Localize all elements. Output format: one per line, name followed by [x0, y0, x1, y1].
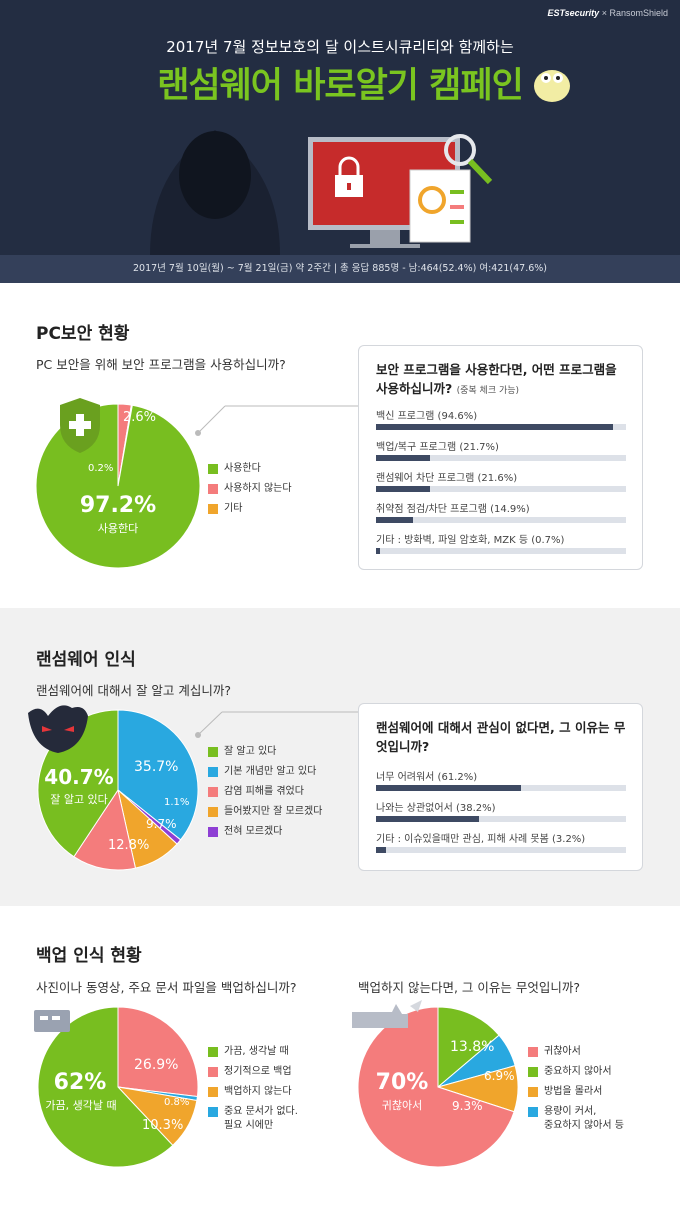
legend-item: 사용하지 않는다 [208, 483, 292, 503]
pie-chart-backup [37, 1006, 199, 1168]
legend-item: 방법을 몰라서 [528, 1086, 624, 1106]
lock-icon [335, 156, 363, 197]
section-question-2: 백업하지 않는다면, 그 이유는 무엇입니까? [358, 980, 581, 995]
mascot-icon [534, 70, 570, 102]
legend: 사용한다 사용하지 않는다 기타 [208, 463, 292, 523]
legend: 가끔, 생각날 때 정기적으로 백업 백업하지 않는다 중요 문서가 없다. 필… [208, 1046, 298, 1140]
bar-item: 랜섬웨어 차단 프로그램 (21.6%) [376, 469, 626, 492]
magnifier-icon [444, 134, 493, 185]
pie-label-main-pct: 97.2% [79, 493, 157, 518]
pie-label-pct: 0.2% [88, 463, 114, 474]
legend-item: 기본 개념만 알고 있다 [208, 766, 322, 786]
pie-label-pct: 26.9% [134, 1057, 179, 1073]
card-security-programs: 보안 프로그램을 사용한다면, 어떤 프로그램을 사용하십니까? (중복 체크 … [358, 345, 643, 570]
pie-label-pct: 6.9% [484, 1069, 515, 1083]
shield-plus-icon [60, 398, 100, 453]
usb-drive-icon [34, 1010, 70, 1032]
pie-label-main-pct: 70% [375, 1070, 429, 1095]
pie-label-pct: 35.7% [134, 759, 179, 775]
brand-logo: ESTsecurity × RansomShield [547, 8, 668, 18]
card-title: 보안 프로그램을 사용한다면, 어떤 프로그램을 사용하십니까? [376, 362, 617, 396]
section-pc-security: PC보안 현황 PC 보안을 위해 보안 프로그램을 사용하십니까? 97.2%… [0, 283, 680, 608]
legend-item: 중요 문서가 없다. [208, 1106, 298, 1120]
section-heading: 랜섬웨어 인식 [36, 650, 136, 670]
legend-item: 전혀 모르겠다 [208, 826, 322, 846]
pie-label-main-pct: 62% [53, 1070, 107, 1095]
bar-item: 취약점 점검/차단 프로그램 (14.9%) [376, 500, 626, 523]
pie-slice [437, 1006, 500, 1089]
pie-label-pct: 9.3% [452, 1099, 483, 1113]
legend-item: 귀찮아서 [528, 1046, 624, 1066]
survey-info-bar: 2017년 7월 10일(월) ~ 7월 21일(금) 약 2주간 | 총 응답… [0, 255, 680, 283]
bar-item: 너무 어려워서 (61.2%) [376, 768, 626, 791]
legend-item: 백업하지 않는다 [208, 1086, 298, 1106]
section-heading: PC보안 현황 [36, 324, 130, 344]
pie-label-pct: 1.1% [164, 797, 190, 808]
legend-item: 잘 알고 있다 [208, 746, 322, 766]
pie-label-main-name: 가끔, 생각날 때 [45, 1099, 117, 1112]
legend-item: 정기적으로 백업 [208, 1066, 298, 1086]
section-question: 사진이나 동영상, 주요 문서 파일을 백업하십니까? [36, 980, 297, 995]
legend-item: 용량이 커서, [528, 1106, 624, 1120]
section-question: 랜섬웨어에 대해서 잘 알고 계십니까? [36, 683, 232, 698]
section-question: PC 보안을 위해 보안 프로그램을 사용하십니까? [36, 357, 286, 372]
card-note: (중복 체크 가능) [456, 386, 520, 396]
legend-item: 사용한다 [208, 463, 292, 483]
pie-label-pct: 12.8% [108, 838, 150, 853]
pie-slice [117, 1006, 199, 1098]
legend-item: 감염 피해를 겪었다 [208, 786, 322, 806]
pie-label-pct: 13.8% [450, 1039, 495, 1055]
legend-item: 중요하지 않아서 [528, 1066, 624, 1086]
pie-label-main-pct: 40.7% [44, 765, 114, 789]
bar-item: 나와는 상관없어서 (38.2%) [376, 799, 626, 822]
legend-item: 중요하지 않아서 등 [544, 1120, 624, 1131]
legend-item: 필요 시에만 [224, 1120, 274, 1131]
ransom-mask-icon [28, 705, 88, 753]
section-ransomware-awareness: 랜섬웨어 인식 랜섬웨어에 대해서 잘 알고 계십니까? 40.7% 잘 알고 … [0, 608, 680, 906]
pie-label-pct: 2.6% [123, 410, 157, 425]
legend-item: 들어봤지만 잘 모르겠다 [208, 806, 322, 826]
pie-slice [117, 709, 199, 841]
legend-item: 가끔, 생각날 때 [208, 1046, 298, 1066]
pie-label-main-name: 귀찮아서 [381, 1099, 423, 1112]
pie-label-pct: 10.3% [142, 1118, 184, 1133]
legend-item: 기타 [208, 503, 292, 523]
hero-title: 랜섬웨어 바로알기 캠페인 [157, 66, 524, 106]
bar-item: 기타 : 이슈있을때만 관심, 피해 사례 못봄 (3.2%) [376, 830, 626, 853]
card-no-interest-reasons: 랜섬웨어에 대해서 관심이 없다면, 그 이유는 무엇입니까? 너무 어려워서 … [358, 703, 643, 871]
legend: 귀찮아서 중요하지 않아서 방법을 몰라서 용량이 커서, 중요하지 않아서 등 [528, 1046, 624, 1140]
card-title: 랜섬웨어에 대해서 관심이 없다면, 그 이유는 무엇입니까? [376, 720, 626, 754]
pie-label-main-name: 사용한다 [97, 522, 139, 535]
bar-item: 기타 : 방화벽, 파일 암호화, MZK 등 (0.7%) [376, 531, 626, 554]
pie-slice [37, 1006, 174, 1168]
hero-subtitle: 2017년 7월 정보보호의 달 이스트시큐리티와 함께하는 [166, 38, 514, 56]
pie-label-pct: 0.8% [164, 1097, 190, 1108]
section-backup: 백업 인식 현황 사진이나 동영상, 주요 문서 파일을 백업하십니까? 백업하… [0, 906, 680, 1206]
hero-banner: ESTsecurity × RansomShield 2017년 7월 정보보호… [0, 0, 680, 255]
section-heading: 백업 인식 현황 [36, 946, 142, 966]
pie-slice [73, 788, 137, 871]
pie-label-main-name: 잘 알고 있다 [50, 793, 108, 806]
bar-item: 백신 프로그램 (94.6%) [376, 407, 626, 430]
hero-illustration [150, 70, 570, 255]
pie-label-pct: 9.7% [146, 817, 177, 831]
bar-item: 백업/복구 프로그램 (21.7%) [376, 438, 626, 461]
pie-chart-no-backup-reason [357, 1006, 519, 1168]
broken-drive-icon [352, 1000, 422, 1028]
legend: 잘 알고 있다 기본 개념만 알고 있다 감염 피해를 겪었다 들어봤지만 잘 … [208, 746, 322, 846]
